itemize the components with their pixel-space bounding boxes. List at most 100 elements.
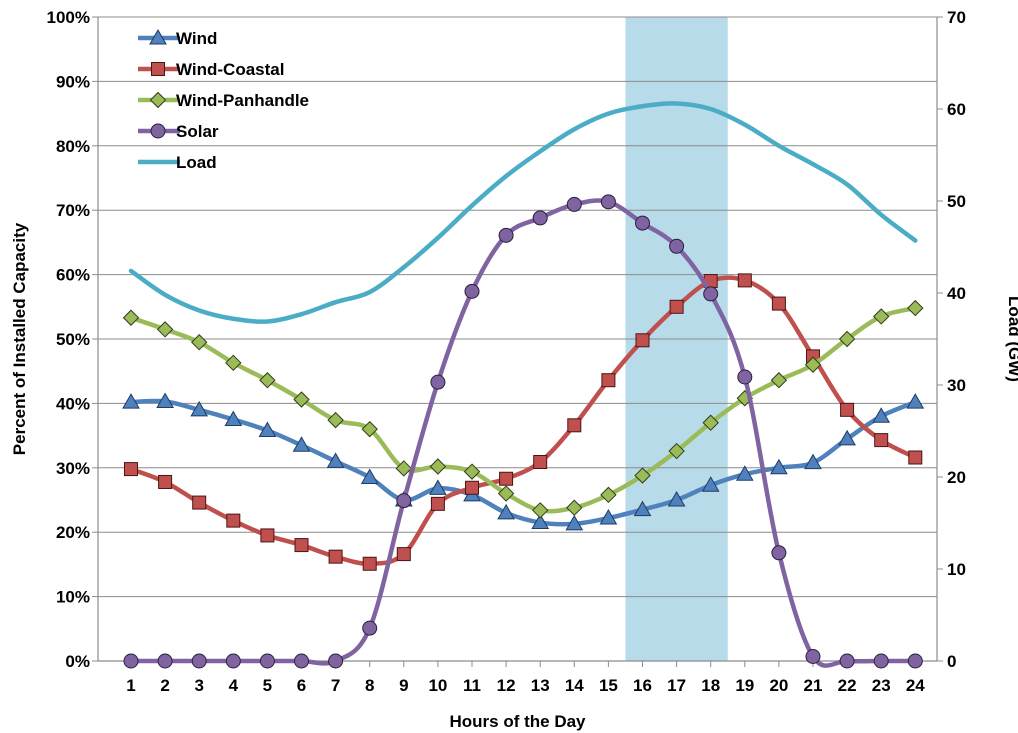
y-tick-label: 100% xyxy=(47,8,90,27)
x-tick-label: 11 xyxy=(463,676,481,695)
data-point xyxy=(839,653,855,669)
data-point xyxy=(260,528,275,543)
series-load xyxy=(128,101,918,324)
data-point xyxy=(361,420,378,438)
x-tick-label: 6 xyxy=(297,676,306,695)
x-tick-label: 23 xyxy=(872,676,891,695)
data-point xyxy=(701,476,720,492)
data-point xyxy=(633,500,652,517)
x-tick-label: 12 xyxy=(497,676,516,695)
x-tick-label: 14 xyxy=(565,676,584,695)
y-tick-label: 90% xyxy=(56,72,90,91)
series-wind-coastal xyxy=(124,273,923,571)
data-point xyxy=(294,538,309,553)
x-tick-label: 7 xyxy=(331,676,340,695)
y2-tick-label: 40 xyxy=(947,284,966,303)
data-point xyxy=(328,549,343,564)
data-point xyxy=(770,372,788,389)
data-point xyxy=(838,429,856,446)
data-point xyxy=(396,493,412,509)
data-point xyxy=(497,485,515,502)
data-point xyxy=(635,215,650,231)
data-point xyxy=(395,460,413,477)
data-point xyxy=(669,238,685,254)
data-point xyxy=(190,400,209,417)
data-point xyxy=(635,333,650,348)
data-point xyxy=(804,453,822,470)
data-point xyxy=(702,414,719,431)
data-point xyxy=(735,465,754,481)
data-point xyxy=(292,436,311,452)
data-point xyxy=(122,309,140,326)
data-point xyxy=(293,391,310,408)
data-point xyxy=(430,374,446,390)
data-point xyxy=(362,556,377,571)
data-point xyxy=(156,321,174,338)
data-point xyxy=(907,653,923,669)
data-point xyxy=(497,503,515,520)
x-tick-label: 16 xyxy=(633,676,652,695)
series-wind-panhandle xyxy=(122,299,924,519)
data-point xyxy=(667,490,686,507)
data-point xyxy=(906,393,925,409)
data-point xyxy=(465,480,479,495)
series-wind xyxy=(122,392,925,531)
x-tick-label: 22 xyxy=(838,676,857,695)
legend-marker xyxy=(149,28,167,45)
data-point xyxy=(328,653,344,669)
legend-marker xyxy=(150,123,166,139)
data-point xyxy=(873,653,889,669)
y-tick-label: 30% xyxy=(56,459,90,478)
data-point xyxy=(840,402,855,417)
gridlines xyxy=(98,16,937,598)
series-line xyxy=(128,198,918,668)
x-tick-label: 19 xyxy=(735,676,754,695)
x-tick-label: 18 xyxy=(701,676,720,695)
y-tick-label: 50% xyxy=(56,330,90,349)
data-point xyxy=(566,196,582,212)
data-point xyxy=(805,648,821,664)
data-point xyxy=(668,442,685,460)
axes: 0% 10% 20% 30% 40% 50% 60% 70% 80% 90% 100% 0 10 20 30… xyxy=(47,8,966,695)
data-point xyxy=(600,194,616,210)
x-tick-label: 13 xyxy=(531,676,550,695)
data-point xyxy=(362,620,378,636)
data-point xyxy=(737,273,752,288)
data-point xyxy=(156,392,174,408)
data-point xyxy=(225,354,242,372)
y2-tick-label: 70 xyxy=(947,8,966,27)
legend-marker xyxy=(149,91,167,109)
data-point xyxy=(258,421,277,437)
legend-item: Load xyxy=(138,153,217,172)
data-point xyxy=(872,407,891,423)
x-tick-label: 2 xyxy=(160,676,169,695)
data-point xyxy=(123,653,139,669)
legend-item: Wind xyxy=(138,28,217,48)
legend-label: Wind xyxy=(176,29,217,48)
x-tick-label: 24 xyxy=(906,676,925,695)
data-point xyxy=(565,514,584,531)
x-axis-title: Hours of the Day xyxy=(449,712,586,731)
data-point xyxy=(770,458,788,475)
data-point xyxy=(838,330,856,348)
x-tick-label: 3 xyxy=(194,676,203,695)
x-tick-label: 8 xyxy=(365,676,374,695)
data-point xyxy=(907,299,924,317)
data-point xyxy=(804,356,822,373)
data-point xyxy=(463,463,481,480)
x-tick-label: 4 xyxy=(229,676,239,695)
data-point xyxy=(396,547,411,562)
y-tick-label: 70% xyxy=(56,201,90,220)
series-solar xyxy=(123,194,923,669)
data-point xyxy=(360,468,379,484)
data-point xyxy=(601,373,616,388)
data-point xyxy=(226,513,241,528)
x-tick-label: 5 xyxy=(263,676,272,695)
y2-tick-label: 60 xyxy=(947,100,966,119)
data-point xyxy=(192,495,207,510)
y-tick-label: 10% xyxy=(56,588,90,607)
y-tick-label: 0% xyxy=(65,652,90,671)
y-tick-label: 60% xyxy=(56,266,90,285)
